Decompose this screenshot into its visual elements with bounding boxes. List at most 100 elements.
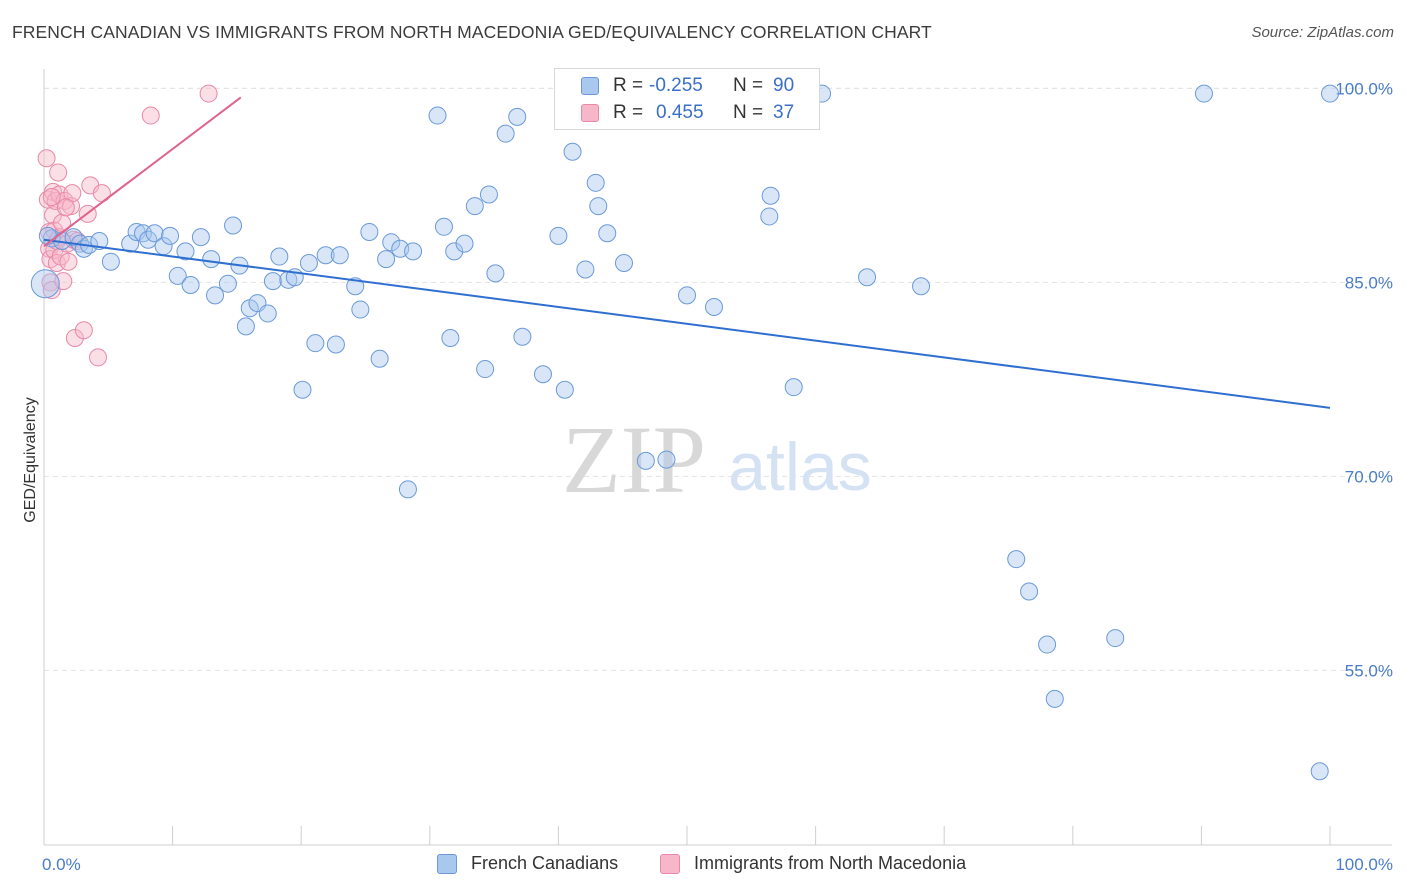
data-point-macedonia	[199, 84, 218, 103]
legend-n-value: 37	[773, 102, 795, 123]
legend-label: French Canadians	[471, 853, 619, 873]
data-point-french-canadian	[101, 252, 120, 271]
data-point-french-canadian	[486, 264, 505, 283]
data-point-french-canadian	[330, 246, 349, 265]
data-point-macedonia	[74, 321, 93, 340]
data-point-french-canadian	[145, 224, 164, 243]
data-point-french-canadian	[1045, 689, 1064, 708]
data-point-french-canadian	[455, 234, 474, 253]
legend-r-label: R =	[613, 102, 644, 123]
data-point-french-canadian	[258, 304, 277, 323]
series-macedonia-points	[37, 84, 218, 367]
x-tick-label: 100.0%	[1335, 855, 1393, 874]
data-point-macedonia	[65, 329, 84, 348]
data-point-french-canadian	[1038, 635, 1057, 654]
data-point-french-canadian	[555, 380, 574, 399]
data-point-french-canadian	[351, 300, 370, 319]
data-point-french-canadian	[705, 297, 724, 316]
data-point-french-canadian	[1194, 84, 1213, 103]
data-point-french-canadian	[236, 317, 255, 336]
legend-n-label: N =	[733, 75, 764, 96]
data-point-macedonia	[141, 106, 160, 125]
data-point-french-canadian	[30, 269, 60, 299]
legend-swatch-pink	[660, 854, 680, 874]
watermark-atlas: atlas	[728, 429, 872, 505]
data-point-macedonia	[42, 188, 61, 207]
data-point-french-canadian	[404, 242, 423, 261]
data-point-french-canadian	[761, 186, 780, 205]
source-credit: Source: ZipAtlas.com	[1251, 24, 1394, 41]
data-point-french-canadian	[549, 226, 568, 245]
legend-r-label: R =	[613, 75, 644, 96]
data-point-macedonia	[37, 149, 56, 168]
legend-swatch-blue	[437, 854, 457, 874]
data-point-macedonia	[59, 252, 78, 271]
y-axis-label: GED/Equivalency	[22, 397, 39, 522]
watermark-zip: ZIP	[562, 406, 706, 513]
legend-n-value: 90	[773, 75, 795, 96]
data-point-french-canadian	[176, 242, 195, 261]
data-point-french-canadian	[598, 224, 617, 243]
trend-line-macedonia	[43, 96, 242, 247]
data-point-french-canadian	[191, 228, 210, 247]
data-point-french-canadian	[576, 260, 595, 279]
data-point-french-canadian	[306, 334, 325, 353]
watermark: ZIP atlas	[562, 406, 872, 513]
data-point-french-canadian	[586, 173, 605, 192]
data-point-french-canadian	[636, 451, 655, 470]
data-point-french-canadian	[657, 450, 676, 469]
data-point-french-canadian	[508, 107, 527, 126]
data-point-french-canadian	[760, 207, 779, 226]
data-point-french-canadian	[270, 247, 289, 266]
x-axis-ticks: 0.0% 100.0%	[42, 855, 1393, 874]
axes	[43, 69, 1392, 846]
data-point-french-canadian	[1321, 84, 1339, 103]
stats-legend: R = -0.255 N = 90 R = 0.455 N = 37	[554, 68, 820, 130]
data-point-french-canadian	[293, 380, 312, 399]
legend-swatch-pink	[581, 104, 599, 122]
data-point-french-canadian	[168, 266, 187, 285]
data-point-french-canadian	[377, 250, 396, 269]
legend-label: Immigrants from North Macedonia	[694, 853, 967, 873]
data-point-french-canadian	[224, 216, 243, 235]
data-point-french-canadian	[858, 268, 877, 287]
data-point-french-canadian	[784, 378, 803, 397]
legend-r-value: -0.255	[649, 75, 703, 96]
data-point-french-canadian	[121, 234, 140, 253]
data-point-french-canadian	[441, 329, 460, 348]
trend-line-french-canadians	[43, 238, 1331, 409]
data-point-french-canadian	[563, 142, 582, 161]
chart-title: FRENCH CANADIAN VS IMMIGRANTS FROM NORTH…	[12, 22, 932, 42]
data-point-french-canadian	[589, 197, 608, 216]
data-point-french-canadian	[181, 275, 200, 294]
legend-swatch-blue	[581, 77, 599, 95]
data-point-french-canadian	[346, 277, 365, 296]
data-point-french-canadian	[496, 124, 515, 143]
data-point-french-canadian	[360, 222, 379, 241]
data-point-french-canadian	[1020, 582, 1039, 601]
data-point-french-canadian	[202, 250, 221, 269]
data-point-macedonia	[56, 198, 75, 217]
data-point-french-canadian	[316, 246, 335, 265]
data-point-french-canadian	[382, 233, 401, 252]
legend-r-value: 0.455	[656, 102, 704, 123]
data-point-macedonia	[49, 163, 68, 182]
x-tick-label: 0.0%	[42, 855, 81, 874]
data-point-french-canadian	[206, 286, 225, 305]
data-point-french-canadian	[678, 286, 696, 305]
trend-lines	[43, 96, 1331, 409]
data-point-french-canadian	[64, 228, 83, 247]
data-point-french-canadian	[161, 226, 180, 245]
data-point-french-canadian	[912, 277, 931, 296]
data-point-french-canadian	[263, 272, 282, 291]
y-tick-label: 85.0%	[1345, 273, 1393, 292]
data-point-french-canadian	[445, 242, 464, 261]
data-point-french-canadian	[614, 254, 633, 272]
data-point-french-canadian	[1007, 550, 1026, 569]
data-point-french-canadian	[465, 197, 484, 216]
y-tick-label: 55.0%	[1345, 661, 1393, 680]
data-point-french-canadian	[479, 185, 498, 204]
data-point-french-canadian	[218, 274, 237, 293]
grid-lines	[44, 87, 1392, 671]
